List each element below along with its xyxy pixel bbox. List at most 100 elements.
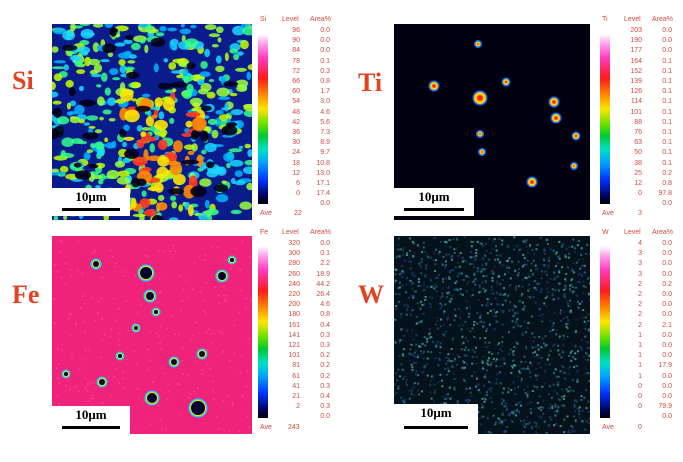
area-value: 0.0	[662, 331, 672, 339]
level-value: 101	[288, 352, 300, 360]
area-value: 0.8	[662, 180, 672, 187]
level-value: 18	[292, 159, 300, 167]
area-value: 0.1	[662, 98, 672, 106]
area-value: 0.0	[662, 270, 672, 278]
level-value: 96	[292, 27, 300, 34]
level-value: 141	[288, 331, 300, 339]
area-value: 0.0	[662, 291, 672, 298]
fe-map-image	[52, 236, 252, 434]
level-value: 21	[292, 393, 300, 400]
level-header: Level	[624, 229, 641, 236]
level-value: 177	[630, 47, 642, 55]
area-value: 0.0	[320, 27, 330, 34]
level-value: 4	[638, 240, 642, 247]
element-label-si: Si	[12, 66, 34, 95]
level-value: 0	[296, 190, 300, 198]
si-map-image	[52, 24, 252, 220]
area-value: 8.9	[320, 139, 330, 147]
scale-bar-label: 10μm	[75, 189, 107, 204]
scale-bar-w: 10μm	[394, 404, 478, 434]
level-value: 61	[292, 372, 300, 380]
area-value: 0.8	[320, 78, 330, 85]
scale-bar-si: 10μm	[52, 188, 130, 216]
area-value: 0.1	[662, 159, 672, 167]
area-value: 0.4	[320, 393, 330, 400]
scale-bar-fe: 10μm	[52, 406, 130, 434]
area-value: 7.3	[320, 129, 330, 136]
level-value: 101	[630, 108, 642, 116]
area-value: 0.0	[662, 37, 672, 45]
area-value: 0.0	[662, 393, 672, 400]
area-value: 0.1	[662, 78, 672, 85]
area-value: 0.4	[320, 321, 330, 329]
level-value: 1	[638, 342, 642, 349]
fe-map	[52, 236, 252, 434]
ave-label: Ave	[602, 210, 614, 217]
level-value: 60	[292, 88, 300, 96]
level-column: 96 90 84 78 72 66 60 54 48 42 36 30 24 18 12 6 0	[282, 27, 300, 207]
level-value: 54	[292, 98, 300, 106]
level-header: Level	[282, 229, 299, 236]
area-value: 0.0	[662, 27, 672, 34]
area-value: 0.1	[320, 57, 330, 65]
level-value: 30	[292, 139, 300, 147]
ave-label: Ave	[260, 424, 272, 431]
area-value: 0.3	[320, 331, 330, 339]
area-value: 17.4	[316, 190, 330, 198]
scale-bar-line	[404, 208, 464, 211]
area-value: 0.0	[320, 413, 330, 421]
area-value: 0.0	[662, 352, 672, 360]
area-value: 0.1	[662, 57, 672, 65]
level-value: 41	[292, 382, 300, 390]
area-value: 0.0	[662, 240, 672, 247]
level-value: 320	[288, 240, 300, 247]
area-value: 0.1	[662, 67, 672, 75]
level-value: 0	[638, 382, 642, 390]
area-value: 1.7	[320, 88, 330, 96]
level-value: 42	[292, 118, 300, 126]
level-value: 126	[630, 88, 642, 96]
level-value: 300	[288, 250, 300, 258]
area-value: 0.2	[662, 169, 672, 177]
area-value: 0.0	[320, 37, 330, 45]
level-value: 2	[638, 301, 642, 309]
ave-value: 22	[294, 210, 302, 217]
level-value: 200	[288, 301, 300, 309]
area-column: 0.0 0.0 0.0 0.0 0.2 0.0 0.0 0.0 2.1 0.0 0.0 0.0 17.9…	[652, 240, 672, 430]
area-value: 79.9	[658, 403, 672, 411]
area-value: 0.0	[662, 413, 672, 421]
level-value: 1	[638, 331, 642, 339]
level-value: 2	[638, 280, 642, 288]
level-value: 88	[634, 118, 642, 126]
level-value: 50	[634, 149, 642, 157]
element-label-ti: Ti	[358, 68, 383, 97]
level-value: 78	[292, 57, 300, 65]
color-scale-bar	[258, 246, 268, 418]
area-value: 0.2	[320, 372, 330, 380]
level-value: 190	[630, 37, 642, 45]
area-value: 0.0	[662, 342, 672, 349]
scale-bar-label: 10μm	[418, 189, 450, 204]
area-value: 2.2	[320, 260, 330, 268]
area-header: Area%	[310, 16, 332, 23]
area-value: 0.1	[320, 250, 330, 258]
color-scale-bar	[258, 34, 268, 204]
level-value: 72	[292, 67, 300, 75]
scale-bar-line	[404, 426, 468, 429]
area-value: 10.8	[316, 159, 330, 167]
area-value: 17.1	[316, 180, 330, 187]
area-value: 3.0	[320, 98, 330, 106]
level-value: 6	[296, 180, 300, 187]
area-value: 97.8	[658, 190, 672, 198]
level-value: 81	[292, 362, 300, 370]
level-value: 2	[638, 291, 642, 298]
area-value: 0.1	[662, 118, 672, 126]
scale-bar-label: 10μm	[75, 407, 107, 422]
area-value: 44.2	[316, 280, 330, 288]
level-value: 0	[638, 403, 642, 411]
area-column: 0.0 0.0 0.0 0.1 0.1 0.1 0.1 0.1 0.1 0.1 0.1 0.1 0.1 0…	[652, 27, 672, 217]
area-value: 0.2	[320, 352, 330, 360]
ave-value: 0	[638, 424, 642, 431]
level-value: 180	[288, 311, 300, 319]
ave-value: 243	[288, 424, 300, 431]
